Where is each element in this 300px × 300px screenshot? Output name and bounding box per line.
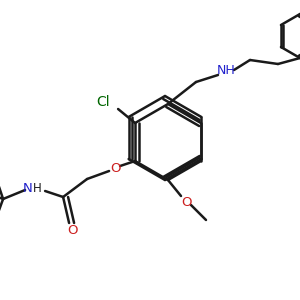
Text: NH: NH [217, 64, 236, 76]
Text: O: O [67, 224, 77, 238]
Text: N: N [23, 182, 33, 196]
Text: Cl: Cl [97, 95, 110, 109]
Text: O: O [110, 163, 120, 176]
Text: H: H [33, 182, 41, 194]
Text: O: O [181, 196, 191, 208]
